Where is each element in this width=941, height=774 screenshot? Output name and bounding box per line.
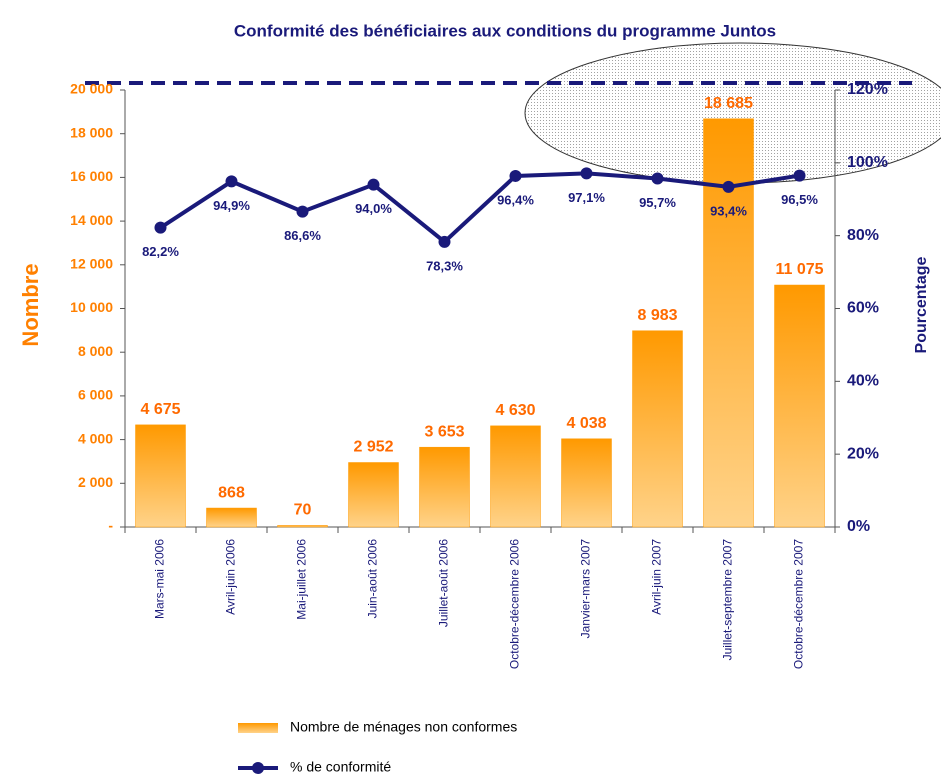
y2-tick-label: 40%	[847, 373, 879, 390]
bar-value-label: 18 685	[704, 95, 753, 112]
x-tick-label: Octobre-décembre 2007	[792, 539, 806, 669]
bar-value-label: 4 630	[495, 402, 535, 419]
line-marker	[509, 169, 522, 182]
bar	[561, 438, 612, 528]
bar	[703, 118, 754, 528]
x-tick-label: Avril-juin 2007	[650, 539, 664, 615]
x-tick-label: Octobre-décembre 2006	[508, 539, 522, 669]
y2-axis-label: Pourcentage	[913, 256, 930, 353]
bar-value-label: 70	[294, 502, 312, 519]
line-marker	[225, 175, 238, 188]
bar	[277, 525, 328, 528]
y-tick-label: 16 000	[70, 168, 113, 184]
line-value-label: 86,6%	[284, 228, 321, 243]
line-value-label: 94,9%	[213, 198, 250, 213]
bar	[348, 462, 399, 528]
line-marker	[154, 221, 167, 234]
y-tick-label: 2 000	[78, 474, 113, 490]
y2-tick-label: 0%	[847, 518, 870, 535]
y2-tick-label: 100%	[847, 154, 888, 171]
bar-value-label: 4 675	[140, 401, 180, 418]
line-marker	[793, 169, 806, 182]
bar	[419, 446, 470, 528]
x-tick-label: Juillet-août 2006	[437, 539, 451, 627]
legend-swatch	[238, 723, 278, 733]
chart-title: Conformité des bénéficiaires aux conditi…	[234, 21, 776, 40]
legend-label: % de conformité	[290, 759, 391, 774]
legend-marker	[252, 762, 264, 774]
line-marker	[651, 172, 664, 185]
line-value-label: 96,5%	[781, 192, 818, 207]
y-tick-label: 10 000	[70, 299, 113, 315]
y-tick-label: 4 000	[78, 430, 113, 446]
line-value-label: 95,7%	[639, 195, 676, 210]
x-tick-label: Mai-juillet 2006	[295, 539, 309, 620]
y-tick-label: 8 000	[78, 343, 113, 359]
y-tick-label: -	[108, 518, 113, 534]
bar	[206, 507, 257, 528]
bar	[135, 424, 186, 528]
x-tick-label: Juin-août 2006	[366, 539, 380, 619]
y-tick-label: 14 000	[70, 212, 113, 228]
bar	[632, 330, 683, 528]
bar-value-label: 868	[218, 484, 245, 501]
bar-value-label: 11 075	[775, 261, 823, 278]
bar-value-label: 8 983	[637, 307, 677, 324]
line-value-label: 94,0%	[355, 201, 392, 216]
y2-tick-label: 120%	[847, 81, 888, 98]
y-tick-label: 6 000	[78, 387, 113, 403]
bar-value-label: 4 038	[566, 415, 606, 432]
x-tick-label: Mars-mai 2006	[153, 539, 167, 619]
line-value-label: 82,2%	[142, 244, 179, 259]
bar	[774, 284, 825, 528]
y-axis-label: Nombre	[18, 263, 43, 346]
y-tick-label: 18 000	[70, 124, 113, 140]
y-tick-label: 12 000	[70, 256, 113, 272]
x-tick-label: Janvier-mars 2007	[579, 539, 593, 639]
line-value-label: 97,1%	[568, 190, 605, 205]
bar	[490, 425, 541, 528]
line-value-label: 96,4%	[497, 192, 534, 207]
y2-tick-label: 20%	[847, 445, 879, 462]
y2-tick-label: 60%	[847, 300, 879, 317]
legend-label: Nombre de ménages non conformes	[290, 719, 517, 735]
line	[159, 171, 800, 245]
y-tick-label: 20 000	[70, 81, 113, 97]
bar-value-label: 2 952	[353, 439, 393, 456]
line-value-label: 78,3%	[426, 258, 463, 273]
bar-value-label: 3 653	[424, 423, 464, 440]
line-value-label: 93,4%	[710, 203, 747, 218]
line-marker	[722, 180, 735, 193]
line-marker	[296, 205, 309, 218]
line-marker	[438, 235, 451, 248]
line-marker	[367, 178, 380, 191]
x-tick-label: Juillet-septembre 2007	[721, 539, 735, 661]
line-marker	[580, 167, 593, 180]
x-tick-label: Avril-juin 2006	[224, 539, 238, 615]
y2-tick-label: 80%	[847, 227, 879, 244]
